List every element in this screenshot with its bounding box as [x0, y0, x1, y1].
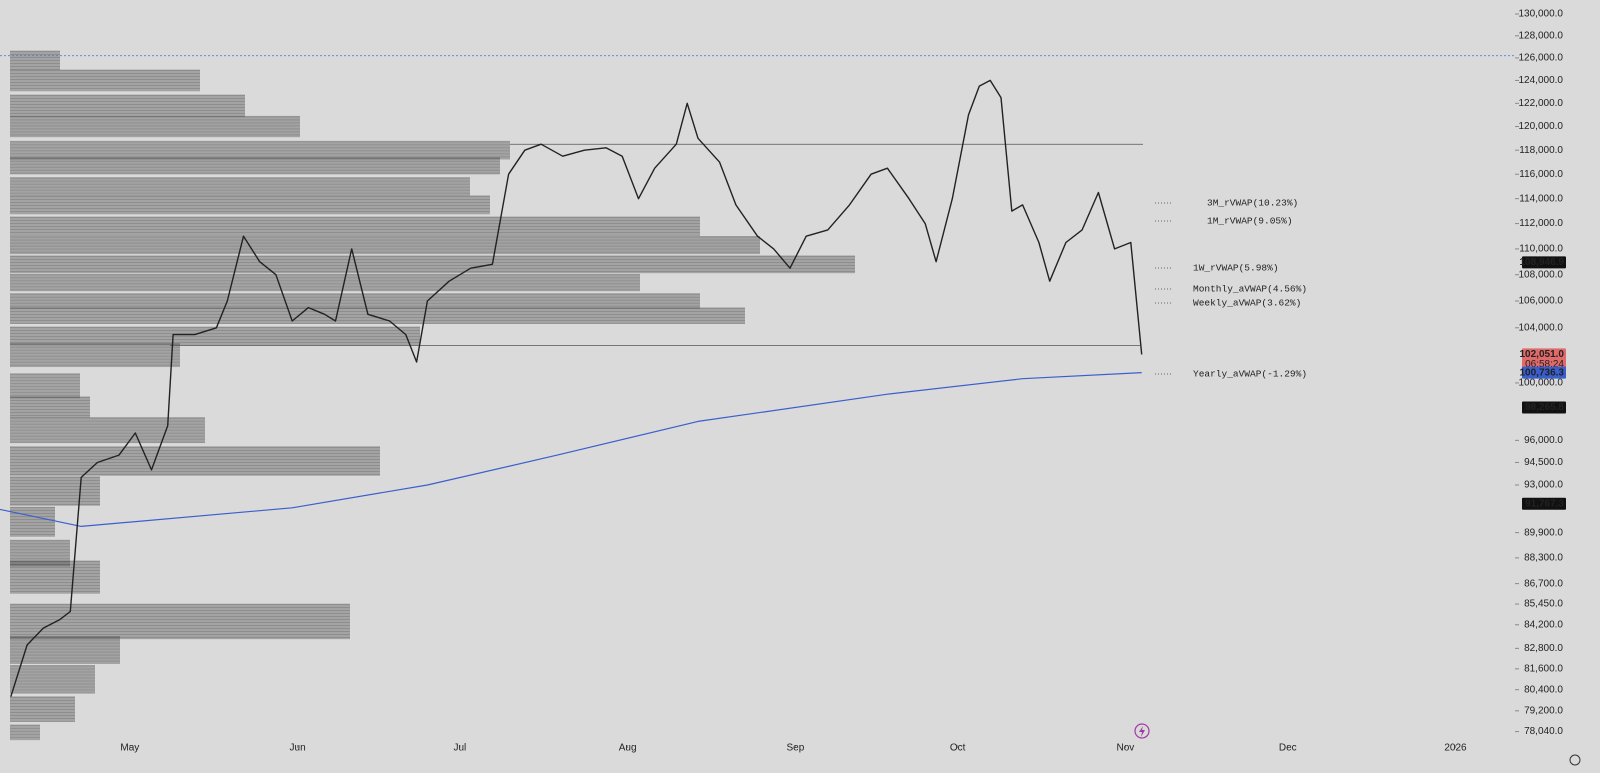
- y-tick-label: 110,000.0: [1519, 244, 1563, 255]
- y-tick-label: 126,000.0: [1519, 53, 1564, 64]
- x-tick-label: Sep: [786, 743, 804, 754]
- volume-profile-bar: [10, 326, 420, 346]
- x-tick-label: Nov: [1117, 743, 1135, 754]
- y-tick-label: 86,700.0: [1524, 578, 1563, 589]
- y-tick-label: 122,000.0: [1519, 98, 1564, 109]
- price-tag-label: 102,051.0: [1520, 349, 1565, 360]
- volume-profile-bar: [10, 373, 80, 399]
- volume-profile-bar: [10, 177, 470, 196]
- volume-profile-bar: [10, 94, 245, 117]
- price-tag-label: 91,767.3: [1525, 498, 1564, 509]
- x-tick-label: May: [120, 743, 139, 754]
- price-tag: [1522, 366, 1566, 379]
- volume-profile-bar: [10, 115, 300, 138]
- price-tag-label: 108,946.9: [1520, 257, 1565, 268]
- alert-bolt: [1139, 726, 1145, 737]
- y-tick-label: 94,500.0: [1524, 457, 1563, 468]
- y-tick-label: 100,000.0: [1519, 378, 1564, 389]
- y-tick-label: 116,000.0: [1519, 169, 1563, 180]
- price-axis-area: [1515, 0, 1600, 773]
- volume-profile-bar: [10, 307, 745, 324]
- x-tick-label: Aug: [619, 743, 637, 754]
- price-tag: [1522, 348, 1566, 371]
- volume-profile-bar: [10, 724, 40, 741]
- volume-profile-bar: [10, 476, 100, 506]
- y-tick-label: 85,450.0: [1524, 599, 1563, 610]
- y-tick-label: 128,000.0: [1519, 30, 1564, 41]
- countdown-label: 06:58:24: [1525, 359, 1564, 370]
- x-tick-label: Dec: [1279, 743, 1297, 754]
- price-tag-label: 98,265.8: [1525, 402, 1564, 413]
- alert-icon[interactable]: [1134, 723, 1150, 739]
- volume-profile-bar: [10, 506, 55, 537]
- volume-profile-bar: [10, 539, 70, 567]
- y-tick-label: 82,800.0: [1524, 643, 1563, 654]
- indicator-label: Yearly_aVWAP(-1.29%): [1193, 369, 1307, 380]
- y-tick-label: 89,900.0: [1524, 527, 1563, 538]
- y-tick-label: 96,000.0: [1524, 435, 1563, 446]
- volume-profile-bar: [10, 273, 640, 292]
- y-tick-label: 112,000.0: [1519, 218, 1563, 229]
- yearly-avwap-line: [0, 372, 1142, 527]
- volume-profile-bar: [10, 396, 90, 418]
- x-tick-label: Jun: [290, 743, 306, 754]
- y-tick-label: 104,000.0: [1519, 322, 1564, 333]
- volume-profile-bar: [10, 560, 100, 594]
- y-tick-label: 114,000.0: [1519, 193, 1563, 204]
- volume-profile-bar: [10, 664, 95, 694]
- volume-profile-bar: [10, 140, 510, 160]
- y-tick-label: 120,000.0: [1519, 121, 1564, 132]
- volume-profile-bar: [10, 50, 60, 70]
- indicator-label: Monthly_aVWAP(4.56%): [1193, 284, 1307, 295]
- price-line: [10, 79, 1143, 697]
- y-tick-label: 130,000.0: [1519, 9, 1564, 20]
- indicator-label: 3M_rVWAP(10.23%): [1207, 198, 1298, 209]
- x-tick-label: 2026: [1444, 743, 1467, 754]
- volume-profile-bar: [10, 293, 700, 309]
- y-tick-label: 93,000.0: [1524, 480, 1563, 491]
- indicator-label: 1M_rVWAP(9.05%): [1207, 216, 1293, 227]
- volume-profile-bar: [10, 343, 180, 368]
- volume-profile-bar: [10, 195, 490, 215]
- price-tag-label: 100,736.3: [1520, 367, 1565, 378]
- volume-profile-bar: [10, 255, 855, 274]
- volume-profile-bar: [10, 216, 700, 236]
- indicator-label: 1W_rVWAP(5.98%): [1193, 263, 1279, 274]
- volume-profile-bar: [10, 236, 760, 255]
- volume-profile-bar: [10, 417, 205, 444]
- indicator-label: Weekly_aVWAP(3.62%): [1193, 298, 1301, 309]
- price-tag: [1522, 401, 1566, 414]
- volume-profile-bar: [10, 636, 120, 664]
- y-tick-label: 79,200.0: [1524, 705, 1563, 716]
- y-tick-label: 118,000.0: [1519, 145, 1563, 156]
- volume-profile-bar: [10, 157, 500, 175]
- volume-profile-bar: [10, 69, 200, 92]
- y-tick-label: 78,040.0: [1524, 726, 1563, 737]
- y-tick-label: 81,600.0: [1524, 664, 1563, 675]
- plot-area: [0, 50, 1515, 741]
- y-tick-label: 88,300.0: [1524, 553, 1563, 564]
- x-tick-label: Oct: [950, 743, 966, 754]
- y-tick-label: 108,000.0: [1519, 269, 1564, 280]
- y-tick-label: 106,000.0: [1519, 296, 1564, 307]
- y-tick-label: 80,400.0: [1524, 684, 1563, 695]
- y-tick-label: 124,000.0: [1519, 75, 1564, 86]
- price-tag: [1522, 256, 1566, 269]
- price-tag: [1522, 497, 1566, 510]
- volume-profile-bar: [10, 446, 380, 476]
- x-tick-label: Jul: [454, 743, 467, 754]
- settings-icon[interactable]: [1569, 754, 1581, 766]
- y-tick-label: 84,200.0: [1524, 619, 1563, 630]
- volume-profile-bar: [10, 696, 75, 722]
- volume-profile-bar: [10, 603, 350, 640]
